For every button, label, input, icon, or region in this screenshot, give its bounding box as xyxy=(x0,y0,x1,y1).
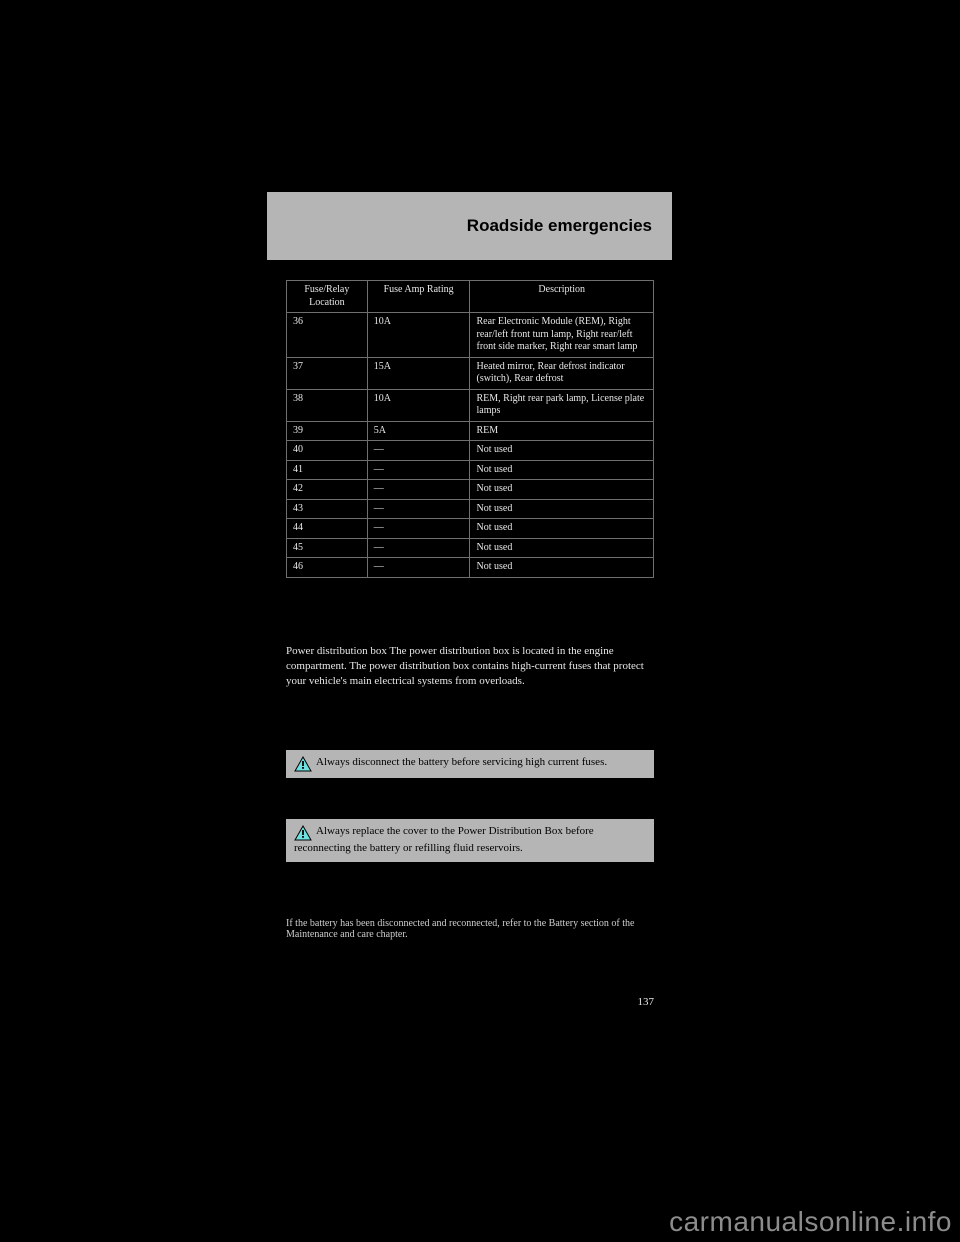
pdb-intro-text: Power distribution box The power distrib… xyxy=(286,645,644,687)
cell-location: 45 xyxy=(287,538,368,558)
cell-rating: — xyxy=(367,499,470,519)
watermark-text: carmanualsonline.info xyxy=(669,1206,952,1237)
warning-triangle-icon xyxy=(294,756,312,772)
pdb-intro-paragraph: Power distribution box The power distrib… xyxy=(286,644,654,689)
cell-desc: Not used xyxy=(470,460,654,480)
cell-location: 43 xyxy=(287,499,368,519)
cell-location: 42 xyxy=(287,480,368,500)
cell-location: 41 xyxy=(287,460,368,480)
cell-rating: — xyxy=(367,480,470,500)
cell-rating: — xyxy=(367,558,470,578)
cell-rating: 10A xyxy=(367,389,470,421)
cell-location: 36 xyxy=(287,313,368,358)
cell-desc: REM, Right rear park lamp, License plate… xyxy=(470,389,654,421)
table-row: 42 — Not used xyxy=(287,480,654,500)
table-header-row: Fuse/Relay Location Fuse Amp Rating Desc… xyxy=(287,281,654,313)
section-title: Roadside emergencies xyxy=(467,216,652,236)
cell-rating: — xyxy=(367,538,470,558)
page-number: 137 xyxy=(286,996,654,1008)
cell-rating: 5A xyxy=(367,421,470,441)
cell-rating: 10A xyxy=(367,313,470,358)
col-fuse-location: Fuse/Relay Location xyxy=(287,281,368,313)
fuse-table-body: 36 10A Rear Electronic Module (REM), Rig… xyxy=(287,313,654,578)
fuse-table: Fuse/Relay Location Fuse Amp Rating Desc… xyxy=(286,280,654,578)
table-row: 44 — Not used xyxy=(287,519,654,539)
cell-rating: — xyxy=(367,441,470,461)
cell-location: 46 xyxy=(287,558,368,578)
table-row: 39 5A REM xyxy=(287,421,654,441)
cell-location: 38 xyxy=(287,389,368,421)
cell-desc: Not used xyxy=(470,538,654,558)
warning-text: Always replace the cover to the Power Di… xyxy=(294,825,594,854)
table-row: 45 — Not used xyxy=(287,538,654,558)
page-number-value: 137 xyxy=(638,996,655,1008)
table-row: 37 15A Heated mirror, Rear defrost indic… xyxy=(287,357,654,389)
cell-desc: REM xyxy=(470,421,654,441)
warning-box-replace-cover: Always replace the cover to the Power Di… xyxy=(286,819,654,862)
cell-desc: Not used xyxy=(470,480,654,500)
cell-location: 39 xyxy=(287,421,368,441)
footer-note: If the battery has been disconnected and… xyxy=(286,918,654,940)
table-row: 38 10A REM, Right rear park lamp, Licens… xyxy=(287,389,654,421)
footer-note-text: If the battery has been disconnected and… xyxy=(286,918,634,940)
cell-rating: — xyxy=(367,519,470,539)
cell-desc: Rear Electronic Module (REM), Right rear… xyxy=(470,313,654,358)
warning-text: Always disconnect the battery before ser… xyxy=(316,756,607,768)
cell-desc: Not used xyxy=(470,441,654,461)
cell-desc: Not used xyxy=(470,558,654,578)
col-description: Description xyxy=(470,281,654,313)
cell-location: 37 xyxy=(287,357,368,389)
cell-desc: Heated mirror, Rear defrost indicator (s… xyxy=(470,357,654,389)
cell-desc: Not used xyxy=(470,499,654,519)
warning-box-disconnect-battery: Always disconnect the battery before ser… xyxy=(286,750,654,778)
cell-location: 44 xyxy=(287,519,368,539)
watermark: carmanualsonline.info xyxy=(0,1206,960,1238)
cell-location: 40 xyxy=(287,441,368,461)
cell-desc: Not used xyxy=(470,519,654,539)
table-row: 36 10A Rear Electronic Module (REM), Rig… xyxy=(287,313,654,358)
cell-rating: 15A xyxy=(367,357,470,389)
table-row: 43 — Not used xyxy=(287,499,654,519)
table-row: 46 — Not used xyxy=(287,558,654,578)
col-fuse-rating: Fuse Amp Rating xyxy=(367,281,470,313)
warning-triangle-icon xyxy=(294,825,312,841)
section-header: Roadside emergencies xyxy=(267,192,672,260)
cell-rating: — xyxy=(367,460,470,480)
fuse-table-wrap: Fuse/Relay Location Fuse Amp Rating Desc… xyxy=(286,280,654,578)
table-row: 40 — Not used xyxy=(287,441,654,461)
table-row: 41 — Not used xyxy=(287,460,654,480)
